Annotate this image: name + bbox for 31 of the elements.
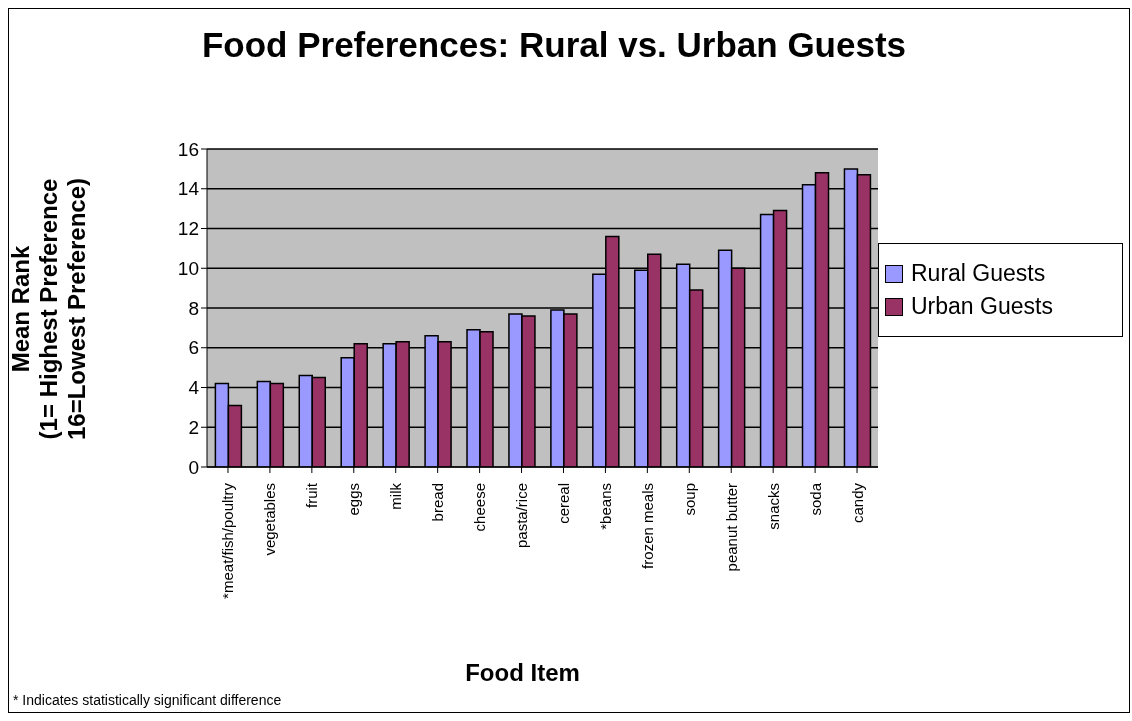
x-tick-label: bread [429,483,447,522]
legend-label: Rural Guests [911,260,1046,287]
x-tick-label: frozen meals [638,483,656,569]
x-tick-label: fruit [303,482,321,509]
y-tick-label: 4 [188,377,200,399]
chart-title: Food Preferences: Rural vs. Urban Guests [200,25,908,65]
x-axis-title: Food Item [464,659,581,687]
y-axis-title: Mean Rank (1= Highest Preference 16=Lowest Preference) [7,177,91,441]
x-tick-label: *beans [596,483,614,530]
y-tick-label: 2 [188,416,199,438]
x-tick-label: soda [806,482,824,516]
y-tick-label: 6 [188,337,199,359]
y-tick-label: 12 [177,218,199,240]
x-tick-label: vegetables [261,483,279,556]
x-tick-label: cereal [554,483,572,524]
y-tick-label: 10 [177,257,199,279]
x-tick-label: soup [680,483,698,516]
y-tick-label: 8 [188,297,199,319]
x-tick-label: snacks [764,483,782,530]
y-tick-label: 0 [188,456,199,478]
x-tick-label: *meat/fish/poultry [219,482,237,599]
legend-label: Urban Guests [911,293,1053,320]
text: * Indicates statistically significant difference [13,692,282,708]
y-tick-label: 16 [177,138,199,160]
x-tick-label: cheese [471,483,489,532]
x-tick-label: peanut butter [722,483,740,572]
x-tick-label: eggs [345,483,363,516]
x-tick-label: pasta/rice [513,483,531,549]
x-tick-label: candy [848,482,866,524]
y-tick-label: 14 [177,178,200,200]
x-tick-label: milk [387,482,405,510]
